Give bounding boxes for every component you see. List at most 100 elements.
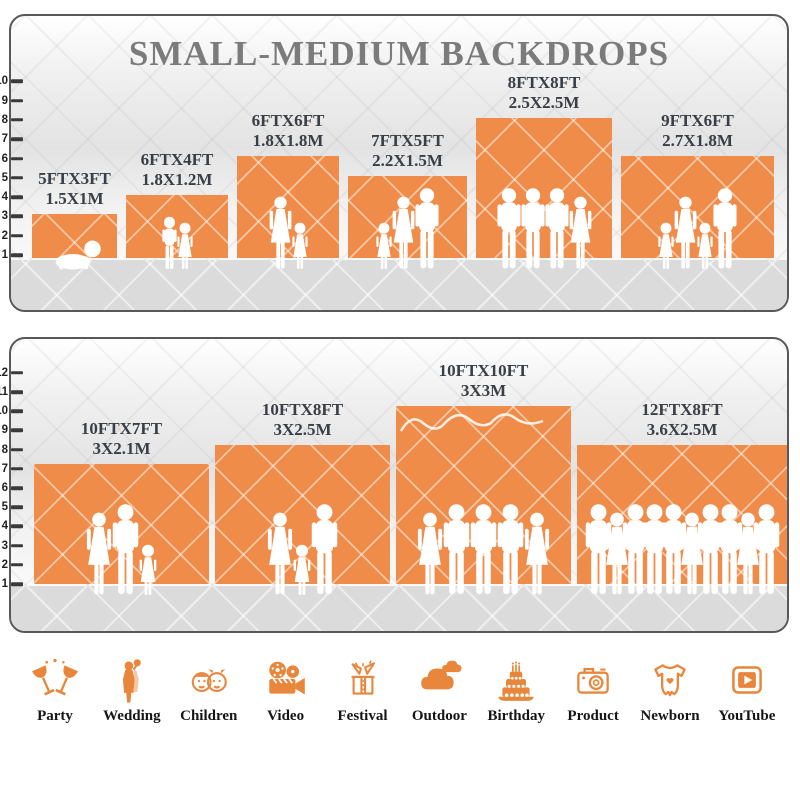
girl-silhouette xyxy=(293,544,311,595)
y-axis-tick-mark xyxy=(11,390,23,394)
y-axis-tick-label: 1 xyxy=(1,578,8,590)
y-axis-tick-mark xyxy=(11,79,23,84)
man-silhouette xyxy=(415,188,439,269)
y-axis-tick-mark xyxy=(11,137,23,141)
y-axis-tick-mark xyxy=(11,176,23,180)
youtube-play-icon xyxy=(732,666,762,694)
girl-silhouette xyxy=(697,222,713,270)
man-silhouette xyxy=(544,188,569,269)
woman-silhouette xyxy=(569,196,591,269)
y-axis-tick-label: 10 xyxy=(0,75,8,88)
chart-title: SMALL-MEDIUM BACKDROPS xyxy=(128,34,670,73)
y-axis-tick-label: 11 xyxy=(0,386,8,398)
man-silhouette xyxy=(713,188,737,269)
category-label: YouTube xyxy=(718,708,776,724)
size-label: 9FTX6FT 2.7X1.8M xyxy=(661,111,734,151)
y-axis-tick-mark xyxy=(11,195,23,199)
y-axis-tick-label: 8 xyxy=(1,113,8,126)
size-label-m: 2.5X2.5M xyxy=(508,93,580,112)
floor-strip xyxy=(11,586,787,631)
y-axis-tick-mark xyxy=(11,428,23,433)
y-axis-tick-mark xyxy=(11,409,23,413)
y-axis-tick-mark xyxy=(11,524,23,529)
category-label: Newborn xyxy=(640,708,700,724)
size-label-ft: 10FTX10FT xyxy=(438,361,529,380)
size-label-m: 3.6X2.5M xyxy=(646,420,718,439)
category-youtube: YouTube xyxy=(710,657,784,725)
backdrop-size-block xyxy=(34,464,209,595)
category-outdoor: Outdoor xyxy=(402,657,476,725)
category-label: Wedding xyxy=(103,708,161,724)
boy-silhouette xyxy=(161,216,177,269)
backdrop-size-block xyxy=(476,118,612,269)
category-label: Festival xyxy=(337,708,388,724)
woman-silhouette xyxy=(392,196,415,269)
category-video: Video xyxy=(249,657,323,725)
people-silhouettes xyxy=(215,504,390,596)
y-axis-tick-label: 12 xyxy=(0,366,8,379)
girl-silhouette xyxy=(139,544,157,595)
y-axis-tick-label: 3 xyxy=(1,210,8,223)
size-label-m: 3X2.5M xyxy=(273,420,332,439)
people-silhouettes xyxy=(34,504,209,596)
backdrop-size-block xyxy=(237,156,339,270)
y-axis-tick-mark xyxy=(11,467,23,471)
category-product: Product xyxy=(556,657,630,725)
y-axis-tick-label: 10 xyxy=(0,405,8,418)
baby-onesie-icon xyxy=(654,664,686,697)
backdrop-size-block xyxy=(348,176,467,270)
y-axis-tick-label: 8 xyxy=(1,443,8,456)
people-silhouettes xyxy=(126,216,228,270)
y-axis-tick-label: 9 xyxy=(1,424,8,437)
girl-silhouette xyxy=(176,222,193,270)
people-silhouettes xyxy=(621,188,774,270)
y-axis-tick-label: 9 xyxy=(1,94,8,107)
backdrop-size-block xyxy=(215,445,390,595)
woman-silhouette xyxy=(674,196,697,269)
size-label-m: 2.7X1.8M xyxy=(662,131,733,150)
woman-silhouette xyxy=(86,512,112,595)
photo-camera-icon xyxy=(577,667,609,694)
people-silhouettes xyxy=(237,196,339,270)
y-axis-tick-label: 5 xyxy=(1,501,8,514)
girl-silhouette xyxy=(658,222,674,270)
size-label-ft: 6FTX4FT xyxy=(140,150,214,169)
clouds-icon xyxy=(421,660,462,690)
y-axis-tick-mark xyxy=(11,156,23,161)
woman-silhouette xyxy=(417,512,443,595)
category-label: Product xyxy=(567,708,619,724)
man-silhouette xyxy=(520,188,545,269)
y-axis-tick-label: 5 xyxy=(1,171,8,184)
size-label-ft: 12FTX8FT xyxy=(641,400,723,419)
people-silhouettes xyxy=(348,188,467,270)
y-axis-tick-mark xyxy=(11,233,23,238)
category-row: Party Wedding Children Video Festival Ou… xyxy=(0,657,800,725)
y-axis-tick-mark xyxy=(11,505,23,509)
man-silhouette xyxy=(660,504,686,595)
man-silhouette xyxy=(112,504,139,595)
size-label-m: 3X2.1M xyxy=(92,439,151,458)
category-newborn: Newborn xyxy=(633,657,707,725)
man-silhouette xyxy=(753,504,779,595)
watermark-script xyxy=(399,413,544,432)
y-axis-tick-mark xyxy=(11,118,23,122)
party-glasses-icon xyxy=(32,658,78,696)
y-axis-tick-label: 6 xyxy=(1,152,8,165)
woman-silhouette xyxy=(524,512,550,595)
backdrop-size-block xyxy=(621,156,774,270)
category-festival: Festival xyxy=(326,657,400,725)
y-axis-tick-mark xyxy=(11,563,23,567)
backdrop-size-block xyxy=(32,214,117,270)
large-chart-panel: 10FTX7FT 3X2.1M 10FTX8FT 3X2.5M 10FTX10FT 3X3… xyxy=(9,337,789,633)
man-silhouette xyxy=(716,504,742,595)
gift-box-icon xyxy=(351,660,375,695)
man-silhouette xyxy=(311,504,338,595)
category-children: Children xyxy=(172,657,246,725)
movie-camera-icon xyxy=(268,661,305,695)
size-label-ft: 8FTX8FT xyxy=(507,73,581,92)
size-label-m: 1.5X1M xyxy=(45,189,104,208)
people-silhouettes xyxy=(32,238,117,270)
size-label-m: 3X3M xyxy=(460,381,507,400)
y-axis-tick-mark xyxy=(11,214,23,219)
size-label: 10FTX10FT 3X3M xyxy=(439,361,529,401)
